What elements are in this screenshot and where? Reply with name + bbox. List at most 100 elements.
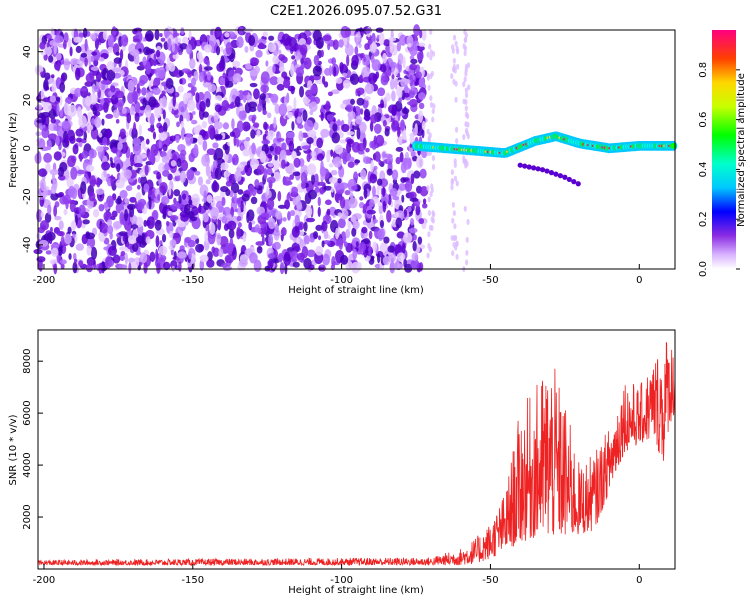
noise-mark [342, 155, 348, 165]
noise-mark [300, 171, 307, 184]
noise-mark [299, 44, 308, 56]
spectrogram-y-tick-label: 0 [22, 145, 33, 151]
colorbar-label: Normalized spectral amplitude [736, 73, 747, 227]
noise-mark [107, 46, 113, 53]
snr-y-tick-label: 4000 [22, 452, 33, 477]
noise-mark [47, 204, 52, 215]
noise-mark [147, 151, 155, 162]
noise-mark [431, 217, 435, 224]
noise-mark [386, 209, 392, 223]
noise-mark [85, 164, 95, 172]
noise-mark [347, 110, 356, 120]
noise-mark [241, 193, 250, 202]
noise-mark [386, 168, 393, 176]
noise-mark [236, 215, 242, 222]
noise-mark [251, 114, 257, 121]
noise-mark [293, 97, 297, 110]
noise-mark [261, 139, 271, 145]
branch-mark [575, 181, 581, 187]
noise-mark [282, 78, 291, 89]
noise-mark [326, 149, 331, 163]
noise-mark [120, 34, 129, 47]
noise-mark [94, 116, 102, 128]
noise-mark [119, 128, 126, 137]
noise-mark [185, 133, 194, 145]
snr-y-tick-label: 2000 [22, 504, 33, 529]
noise-mark [251, 142, 256, 155]
noise-mark [39, 41, 46, 50]
noise-mark [465, 259, 469, 266]
noise-mark [138, 124, 142, 137]
noise-mark [145, 111, 152, 118]
noise-mark [317, 235, 322, 241]
noise-mark [278, 103, 288, 116]
noise-mark [132, 122, 137, 135]
noise-mark [143, 46, 151, 56]
noise-mark [465, 249, 469, 256]
noise-mark [309, 101, 318, 112]
noise-mark [273, 228, 280, 241]
noise-mark [38, 168, 48, 177]
noise-mark [154, 105, 162, 119]
noise-mark [248, 184, 255, 193]
noise-mark [254, 224, 260, 233]
noise-mark [58, 231, 65, 237]
noise-mark [110, 174, 114, 187]
noise-mark [248, 35, 256, 46]
noise-mark [244, 46, 249, 53]
noise-mark [249, 82, 258, 88]
noise-mark [207, 83, 217, 93]
noise-mark [76, 106, 82, 119]
noise-mark [223, 223, 229, 231]
noise-mark [382, 186, 386, 197]
noise-mark [112, 254, 121, 264]
noise-mark [268, 217, 276, 230]
noise-mark [431, 155, 436, 162]
noise-mark [254, 179, 260, 188]
noise-mark [54, 35, 64, 44]
noise-mark [116, 163, 121, 173]
noise-mark [90, 246, 98, 260]
noise-mark [396, 231, 405, 239]
noise-mark [67, 129, 76, 142]
noise-mark [335, 77, 343, 84]
noise-mark [450, 169, 454, 176]
noise-mark [394, 77, 398, 90]
noise-mark [324, 199, 332, 206]
noise-mark [273, 50, 279, 57]
noise-mark [394, 211, 400, 218]
noise-mark [426, 72, 430, 79]
noise-mark [338, 237, 344, 250]
noise-mark [280, 227, 287, 236]
noise-mark [144, 30, 154, 42]
branch-mark [539, 167, 546, 173]
branch-mark [531, 165, 537, 171]
noise-mark [291, 55, 296, 60]
noise-mark [306, 153, 311, 163]
noise-mark [430, 70, 434, 77]
noise-mark [397, 129, 401, 138]
noise-mark [180, 149, 187, 157]
noise-mark [124, 208, 128, 222]
noise-mark [161, 196, 170, 205]
noise-mark [364, 82, 375, 95]
noise-mark [216, 62, 225, 72]
noise-mark [341, 72, 348, 77]
noise-mark [89, 175, 97, 188]
noise-mark [203, 44, 213, 53]
noise-mark [455, 180, 459, 187]
noise-mark [422, 198, 427, 205]
noise-mark [54, 215, 62, 221]
noise-mark [169, 135, 177, 142]
noise-mark [91, 83, 96, 95]
noise-mark [43, 102, 52, 112]
noise-mark [301, 145, 311, 150]
noise-mark [95, 188, 105, 195]
noise-mark [99, 222, 109, 234]
noise-mark [451, 217, 455, 224]
noise-mark [401, 243, 406, 254]
noise-mark [376, 185, 380, 198]
noise-mark [55, 53, 62, 61]
noise-mark [142, 97, 147, 109]
noise-mark [421, 120, 426, 131]
